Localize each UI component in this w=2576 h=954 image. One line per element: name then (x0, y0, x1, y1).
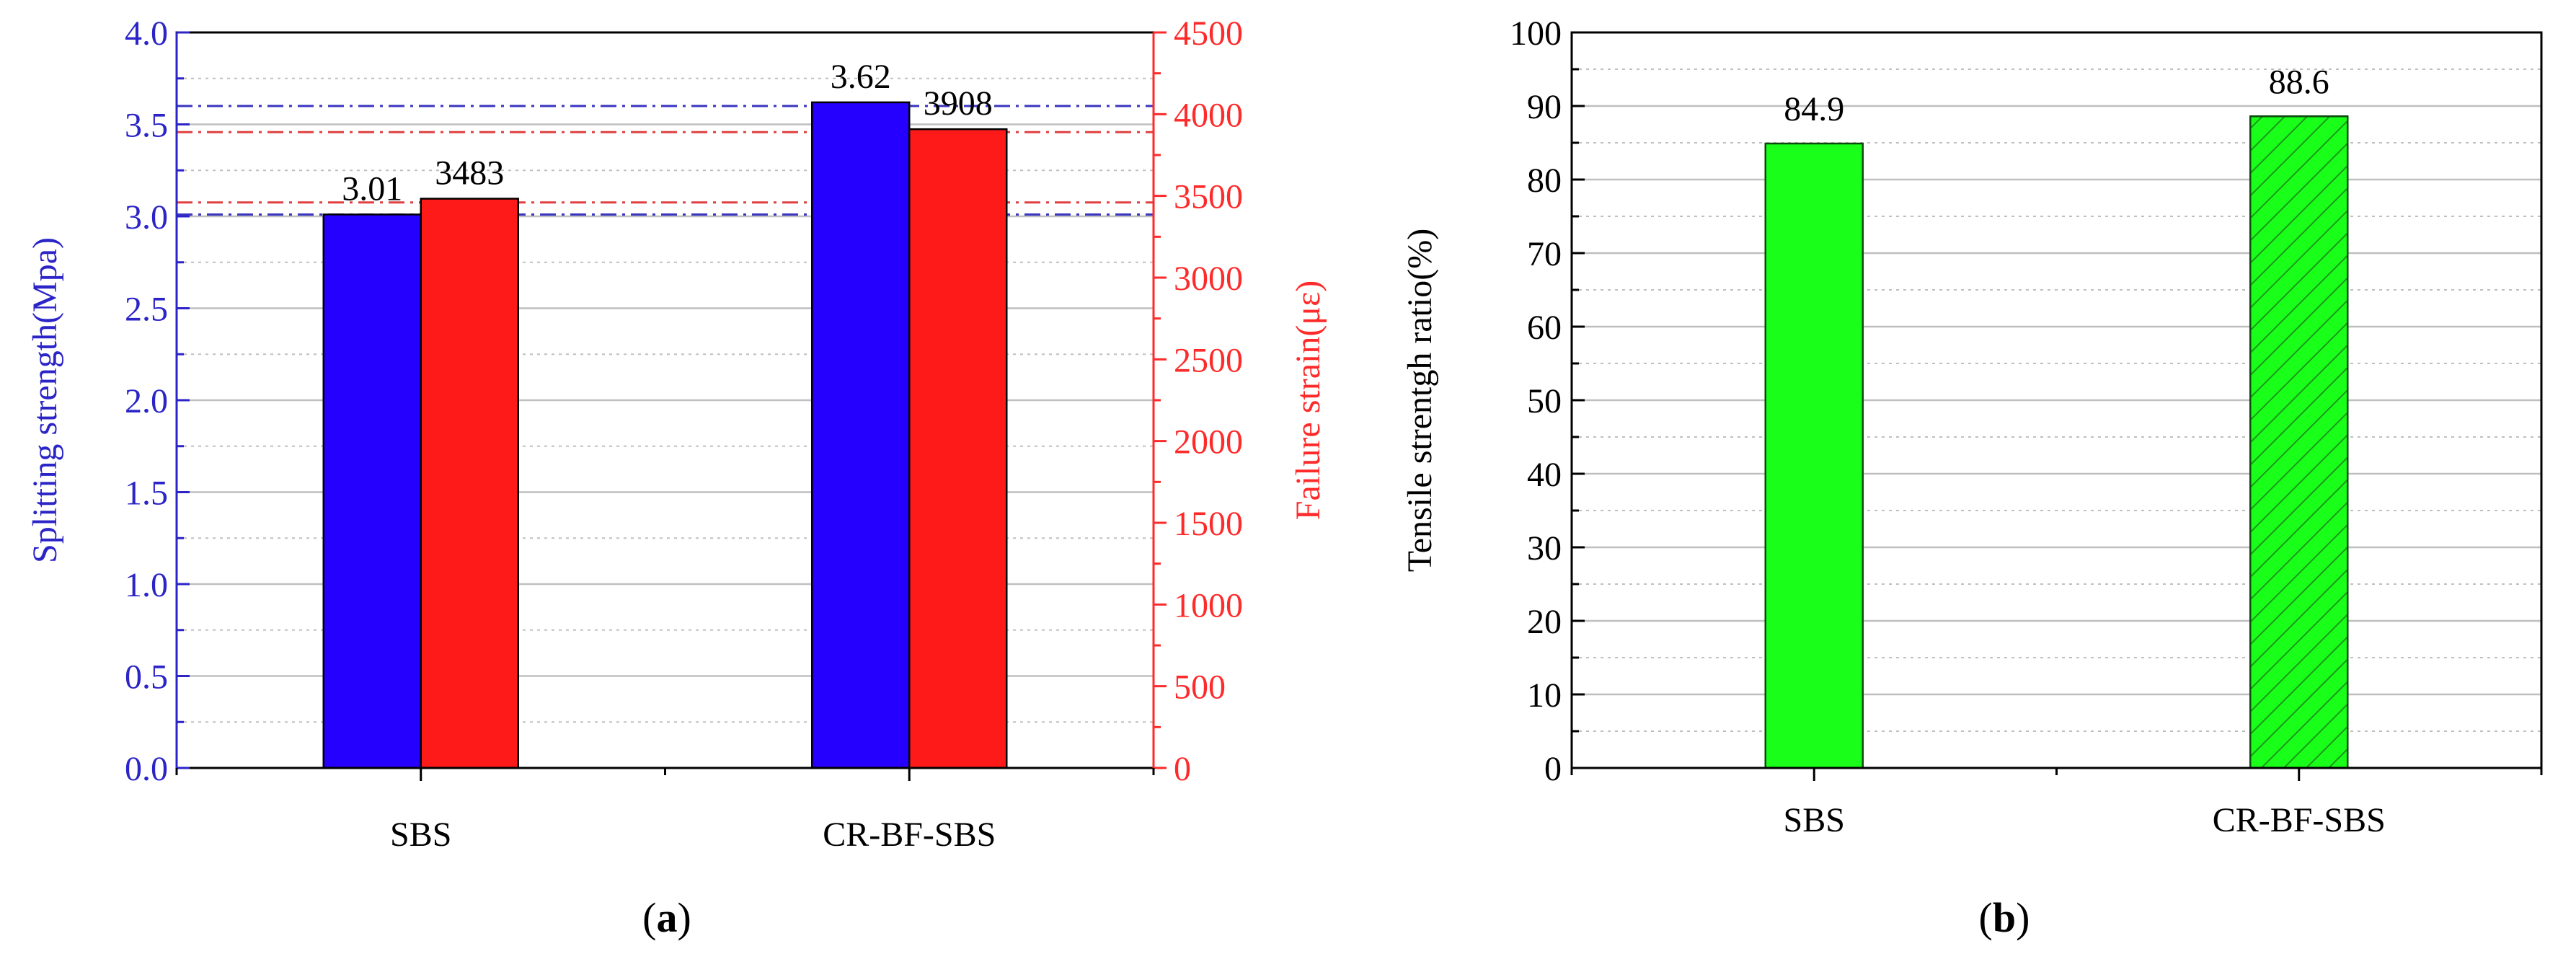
panel-b-caption: (b) (1979, 894, 2030, 941)
chart-b-bars (1764, 115, 2349, 769)
y-axis-tick-label: 100 (1510, 14, 1562, 53)
y-axis-tick-label: 60 (1527, 309, 1562, 347)
left-axis-tick-label: 0.0 (125, 750, 168, 788)
bar-value-label: 84.9 (1784, 90, 1844, 128)
x-axis-category-label: SBS (390, 816, 451, 854)
left-axis-tick-label: 2.5 (125, 291, 168, 329)
y-axis-tick-label: 20 (1527, 603, 1562, 641)
right-axis-tick-label: 4000 (1174, 96, 1243, 134)
y-axis-tick-label: 90 (1527, 88, 1562, 126)
chart-a: 0.0 0.5 1.0 1.5 2.0 2.5 3.0 3.5 4.0 0 500 1000 1500… (26, 14, 1327, 854)
y-axis-tick-label: 40 (1527, 456, 1562, 494)
right-axis-tick-label: 4500 (1174, 14, 1243, 53)
bar-splitting-strength (811, 101, 911, 769)
right-axis-tick-label: 0 (1174, 750, 1191, 788)
right-axis-tick-label: 500 (1174, 668, 1226, 707)
left-axis-tick-label: 3.5 (125, 107, 168, 145)
panel-a-caption: (a) (642, 894, 691, 941)
left-axis-tick-label: 4.0 (125, 14, 168, 53)
right-axis-tick-label: 2500 (1174, 341, 1243, 379)
left-axis-tick-label: 1.5 (125, 474, 168, 513)
y-axis-tick-label: 10 (1527, 676, 1562, 715)
chart-a-bars (322, 101, 1008, 769)
chart-a-value-labels: 3.01 3483 3.62 3908 (342, 58, 993, 208)
bar-failure-strain (908, 128, 1008, 769)
x-axis-category-label: CR-BF-SBS (823, 816, 996, 854)
right-axis-tick-label: 2000 (1174, 423, 1243, 461)
bar-value-label: 3.62 (831, 58, 891, 96)
right-axis-tick-label: 3000 (1174, 260, 1243, 298)
chart-b-gridlines (1572, 69, 2541, 732)
bar-hatch-overlay (2249, 115, 2349, 769)
bar-value-label: 3908 (924, 84, 993, 123)
bar-splitting-strength (322, 213, 422, 769)
y-axis-tick-label: 80 (1527, 162, 1562, 200)
y-axis-tick-label: 70 (1527, 235, 1562, 273)
right-axis-tick-label: 1000 (1174, 586, 1243, 624)
chart-a-ylabel-left: Splitting strength(Mpa) (26, 237, 64, 563)
bar-value-label: 3483 (435, 154, 504, 193)
chart-b: 0 10 20 30 40 50 60 70 80 90 100 SBS CR-BF-SBS 84.9… (1401, 14, 2543, 839)
bar-tensile-strength-ratio (1764, 142, 1864, 769)
chart-a-x-axis: SBS CR-BF-SBS (175, 768, 1155, 854)
left-axis-tick-label: 0.5 (125, 658, 168, 697)
chart-b-value-labels: 84.9 88.6 (1784, 63, 2329, 128)
x-axis-category-label: CR-BF-SBS (2213, 801, 2386, 839)
chart-a-left-axis: 0.0 0.5 1.0 1.5 2.0 2.5 3.0 3.5 4.0 (125, 14, 190, 788)
chart-b-x-axis: SBS CR-BF-SBS (1570, 768, 2543, 839)
left-axis-tick-label: 3.0 (125, 198, 168, 237)
left-axis-tick-label: 1.0 (125, 566, 168, 604)
right-axis-tick-label: 1500 (1174, 505, 1243, 543)
bar-value-label: 3.01 (342, 169, 402, 208)
y-axis-tick-label: 30 (1527, 529, 1562, 567)
chart-a-right-axis: 0 500 1000 1500 2000 2500 3000 3500 4000 4500 (1152, 14, 1243, 788)
chart-a-ylabel-right: Failure strain(με) (1289, 281, 1327, 520)
bar-value-label: 88.6 (2269, 63, 2329, 101)
y-axis-tick-label: 50 (1527, 382, 1562, 420)
bar-failure-strain (420, 198, 519, 769)
chart-b-ylabel: Tensile strentgh ratio(%) (1401, 229, 1439, 572)
right-axis-tick-label: 3500 (1174, 178, 1243, 216)
y-axis-tick-label: 0 (1544, 750, 1562, 788)
chart-b-y-axis: 0 10 20 30 40 50 60 70 80 90 100 (1510, 14, 1585, 788)
left-axis-tick-label: 2.0 (125, 382, 168, 420)
x-axis-category-label: SBS (1784, 801, 1845, 839)
